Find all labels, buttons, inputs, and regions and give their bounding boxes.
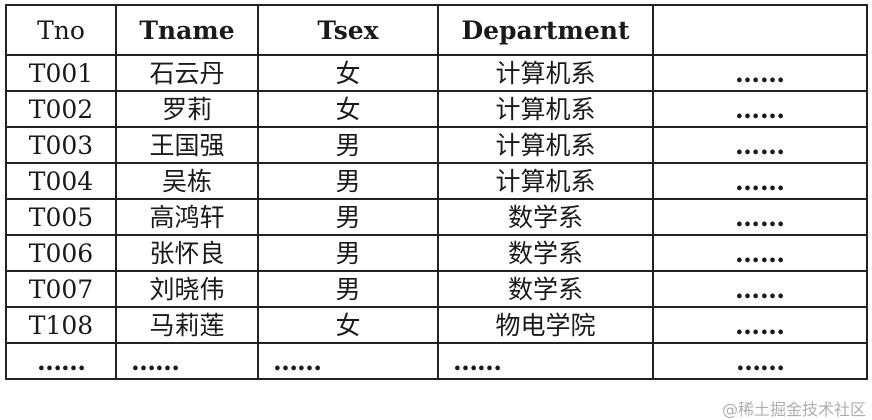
- cell-tsex: 男: [257, 198, 439, 236]
- cell-department: ……: [437, 342, 654, 380]
- cell-department: 计算机系: [437, 126, 654, 164]
- cell-tname: 石云丹: [115, 54, 259, 92]
- cell-tno: T006: [5, 234, 117, 272]
- cell-tname: 吴栋: [115, 162, 259, 200]
- cell-tname: 王国强: [115, 126, 259, 164]
- cell-more: ……: [652, 342, 868, 380]
- cell-tno: T108: [5, 306, 117, 344]
- cell-more: ……: [652, 270, 868, 308]
- cell-tname: 罗莉: [115, 90, 259, 128]
- table-row: T002 罗莉女计算机系……: [5, 90, 868, 128]
- cell-tsex: ……: [257, 342, 439, 380]
- cell-tsex: 女: [257, 54, 439, 92]
- header-tno: Tno: [5, 4, 117, 56]
- table-row: T007 刘晓伟男数学系……: [5, 270, 868, 308]
- table-row: T004 吴栋男计算机系……: [5, 162, 868, 200]
- cell-department: 计算机系: [437, 90, 654, 128]
- cell-tsex: 男: [257, 234, 439, 272]
- header-more: [652, 4, 868, 56]
- cell-more: ……: [652, 90, 868, 128]
- table-row: T003 王国强男计算机系……: [5, 126, 868, 164]
- cell-more: ……: [652, 234, 868, 272]
- cell-tname: 马莉莲: [115, 306, 259, 344]
- cell-tno: T002: [5, 90, 117, 128]
- table-row: T001 石云丹女计算机系……: [5, 54, 868, 92]
- cell-tname: 高鸿轩: [115, 198, 259, 236]
- table-row: T108 马莉莲女物电学院……: [5, 306, 868, 344]
- teacher-table: Tno Tname Tsex Department T001 石云丹女计算机系………: [5, 4, 868, 380]
- table-row: T005 高鸿轩男数学系……: [5, 198, 868, 236]
- header-tsex: Tsex: [257, 4, 439, 56]
- cell-tsex: 女: [257, 306, 439, 344]
- cell-department: 计算机系: [437, 162, 654, 200]
- table-row: T006 张怀良男数学系……: [5, 234, 868, 272]
- header-tname: Tname: [115, 4, 259, 56]
- cell-tno: T005: [5, 198, 117, 236]
- cell-department: 数学系: [437, 234, 654, 272]
- cell-tno: T001: [5, 54, 117, 92]
- cell-tno: T007: [5, 270, 117, 308]
- watermark: @稀土掘金技术社区: [721, 400, 866, 419]
- cell-tname: 张怀良: [115, 234, 259, 272]
- cell-more: ……: [652, 54, 868, 92]
- header-department: Department: [437, 4, 654, 56]
- header-row: Tno Tname Tsex Department: [5, 4, 868, 56]
- cell-tno: ……: [5, 342, 117, 380]
- cell-tsex: 女: [257, 90, 439, 128]
- cell-tsex: 男: [257, 162, 439, 200]
- cell-tno: T003: [5, 126, 117, 164]
- cell-more: ……: [652, 198, 868, 236]
- cell-more: ……: [652, 306, 868, 344]
- cell-department: 数学系: [437, 270, 654, 308]
- cell-department: 计算机系: [437, 54, 654, 92]
- cell-tsex: 男: [257, 126, 439, 164]
- cell-more: ……: [652, 162, 868, 200]
- table-row: …………………………: [5, 342, 868, 380]
- cell-tname: 刘晓伟: [115, 270, 259, 308]
- cell-department: 数学系: [437, 198, 654, 236]
- cell-tno: T004: [5, 162, 117, 200]
- cell-tsex: 男: [257, 270, 439, 308]
- cell-tname: ……: [115, 342, 259, 380]
- cell-more: ……: [652, 126, 868, 164]
- cell-department: 物电学院: [437, 306, 654, 344]
